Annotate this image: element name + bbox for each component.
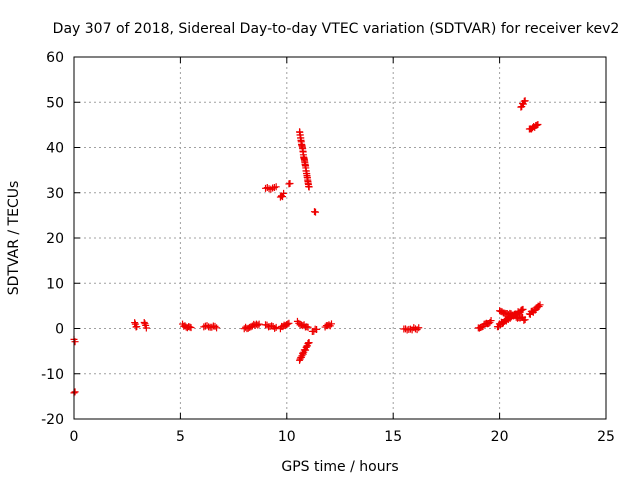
data-point (520, 316, 528, 324)
data-point (272, 323, 280, 331)
data-point (411, 325, 419, 333)
data-point (141, 320, 149, 328)
grid-lines (74, 57, 606, 419)
y-tick-label: -20 (41, 412, 64, 428)
data-point (284, 320, 292, 328)
data-point (263, 321, 271, 329)
data-point (305, 183, 313, 191)
data-point (327, 320, 335, 328)
data-point (533, 121, 541, 129)
data-point (286, 179, 294, 187)
y-tick-label: 60 (46, 50, 64, 66)
data-point (280, 189, 288, 197)
y-tick-label: 10 (46, 276, 64, 292)
x-tick-label: 10 (278, 429, 296, 445)
y-tick-label: 20 (46, 231, 64, 247)
y-tick-label: 40 (46, 141, 64, 157)
data-point (213, 324, 221, 332)
data-point (521, 316, 529, 324)
data-point (487, 317, 495, 325)
data-point (536, 301, 544, 309)
data-point (133, 323, 141, 331)
data-points (70, 97, 544, 397)
y-axis-title: SDTVAR / TECUs (6, 181, 22, 296)
data-point (534, 121, 542, 129)
data-point (270, 184, 278, 192)
x-tick-label: 25 (597, 429, 615, 445)
x-tick-label: 20 (491, 429, 509, 445)
data-point (203, 322, 211, 330)
y-tick-labels: -20 -10 0 10 20 30 40 50 60 (41, 50, 64, 428)
data-point (305, 339, 313, 347)
data-point (415, 324, 423, 332)
data-point (519, 305, 527, 313)
data-point (131, 319, 139, 327)
y-tick-label: 30 (46, 186, 64, 202)
data-point (71, 388, 79, 396)
x-axis-title: GPS time / hours (281, 459, 398, 475)
data-point (187, 324, 195, 332)
y-tick-label: 50 (46, 95, 64, 111)
plot-frame (73, 56, 607, 420)
y-tick-label: -10 (41, 367, 64, 383)
x-tick-label: 15 (384, 429, 402, 445)
data-point (71, 338, 79, 346)
data-point (255, 320, 263, 328)
data-point (535, 303, 543, 311)
data-point (279, 193, 287, 201)
chart-title: Day 307 of 2018, Sidereal Day-to-day VTE… (53, 21, 620, 37)
data-point (142, 324, 150, 332)
y-tick-label: 0 (55, 322, 64, 338)
data-point (254, 321, 262, 329)
x-tick-label: 0 (70, 429, 79, 445)
x-tick-label: 5 (176, 429, 185, 445)
data-point (272, 183, 280, 191)
data-point (211, 322, 219, 330)
data-point (521, 97, 529, 105)
data-point (304, 323, 312, 331)
data-point (312, 208, 320, 216)
data-point (313, 325, 321, 333)
x-tick-labels: 0 5 10 15 20 25 (70, 429, 615, 445)
data-point (285, 319, 293, 327)
